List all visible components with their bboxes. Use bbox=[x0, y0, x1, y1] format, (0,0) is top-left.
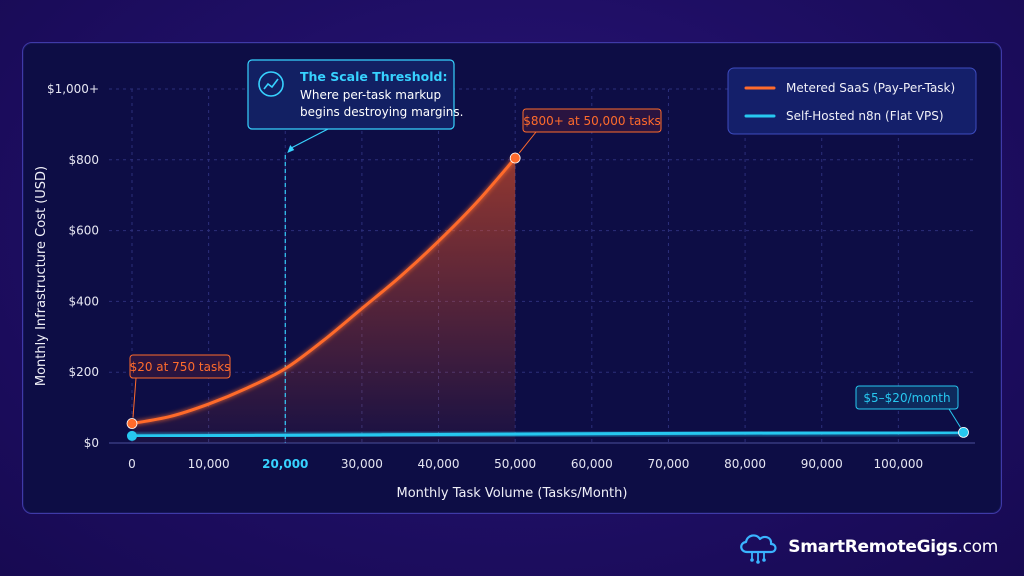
threshold-layer: The Scale Threshold: Where per-task marku… bbox=[247, 59, 463, 443]
annotation-leader bbox=[518, 131, 537, 154]
data-point-start-teal bbox=[126, 430, 137, 441]
data-point-2 bbox=[958, 426, 969, 438]
threshold-line-text: Where per-task markup bbox=[300, 88, 441, 102]
legend-box bbox=[727, 67, 977, 135]
x-tick-label: 50,000 bbox=[494, 457, 536, 471]
legend: Metered SaaS (Pay-Per-Task) Self-Hosted n… bbox=[727, 67, 977, 135]
data-point-1 bbox=[509, 152, 521, 164]
trend-up-icon bbox=[258, 71, 284, 97]
threshold-callout bbox=[247, 59, 455, 130]
x-tick-label: 30,000 bbox=[341, 457, 383, 471]
threshold-title: The Scale Threshold: bbox=[300, 69, 447, 84]
annotation-label: $20 at 750 tasks bbox=[130, 360, 231, 374]
y-tick-label: $400 bbox=[68, 294, 99, 308]
data-point-0 bbox=[126, 418, 138, 429]
annotation-label: $5–$20/month bbox=[863, 391, 950, 405]
y-tick-label: $200 bbox=[68, 365, 99, 379]
x-tick-label: 70,000 bbox=[647, 457, 689, 471]
series-area-0 bbox=[131, 158, 516, 443]
x-tick-label: 10,000 bbox=[188, 457, 230, 471]
x-tick-label: 80,000 bbox=[724, 457, 766, 471]
chart-panel: The Scale Threshold: Where per-task marku… bbox=[22, 42, 1002, 514]
y-tick-label: $1,000+ bbox=[47, 82, 99, 96]
x-axis-title: Monthly Task Volume (Tasks/Month) bbox=[397, 486, 628, 501]
series-line-0 bbox=[130, 156, 517, 426]
series-line-1 bbox=[130, 430, 966, 438]
trend-up-icon-line bbox=[263, 78, 279, 90]
grid-lines bbox=[109, 88, 975, 444]
y-axis-title: Monthly Infrastructure Cost (USD) bbox=[34, 166, 49, 386]
x-tick-label: 20,000 bbox=[262, 457, 308, 471]
annotation-box bbox=[522, 108, 662, 133]
brand-name-suffix: .com bbox=[957, 537, 998, 557]
x-tick-label: 90,000 bbox=[801, 457, 843, 471]
x-tick-label: 0 bbox=[128, 457, 136, 471]
cloud-circuit-icon bbox=[740, 534, 777, 564]
threshold-pointer bbox=[288, 128, 329, 150]
annotation-layer: $20 at 750 tasks $800+ at 50,000 tasks $5–… bbox=[129, 108, 961, 428]
brand-name: SmartRemoteGigs.com bbox=[788, 537, 998, 557]
brand-logo: SmartRemoteGigs.com bbox=[736, 530, 998, 564]
annotation-leader bbox=[132, 377, 137, 418]
y-tick-label: $800 bbox=[68, 153, 99, 167]
annotation-label: $800+ at 50,000 tasks bbox=[523, 114, 661, 128]
legend-label: Metered SaaS (Pay-Per-Task) bbox=[786, 81, 955, 95]
annotation-box bbox=[129, 354, 231, 379]
series-layer bbox=[126, 152, 969, 441]
axis-layer: 0 10,000 20,000 30,000 40,000 50,000 60,000 70,… bbox=[34, 82, 975, 501]
x-tick-label: 60,000 bbox=[571, 457, 613, 471]
annotation-box bbox=[855, 385, 959, 410]
threshold-line-text: begins destroying margins. bbox=[300, 105, 463, 119]
area-layer bbox=[131, 158, 516, 443]
brand-name-main: SmartRemoteGigs bbox=[788, 537, 958, 557]
legend-label: Self-Hosted n8n (Flat VPS) bbox=[786, 109, 944, 123]
x-tick-label: 40,000 bbox=[418, 457, 460, 471]
annotation-leader bbox=[948, 408, 961, 428]
y-tick-label: $0 bbox=[84, 436, 99, 450]
y-tick-label: $600 bbox=[68, 224, 99, 238]
chart-svg: The Scale Threshold: Where per-task marku… bbox=[34, 59, 977, 501]
x-tick-label: 100,000 bbox=[874, 457, 924, 471]
threshold-arrowhead bbox=[287, 145, 295, 153]
